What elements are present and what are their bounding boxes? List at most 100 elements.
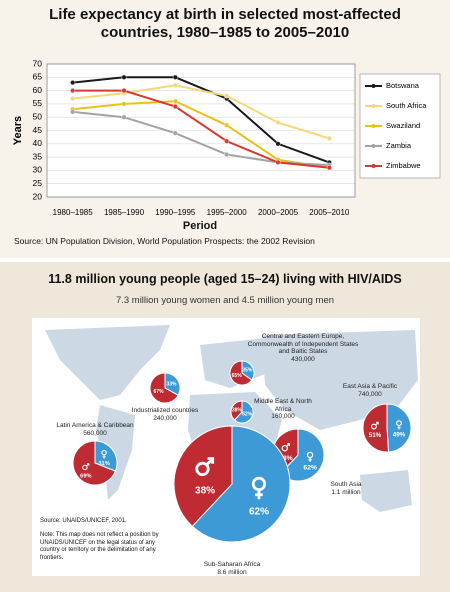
y-tick-label: 45 <box>33 125 43 135</box>
series-marker <box>275 141 281 147</box>
pie-value-label: 62% <box>303 464 317 471</box>
region-name: Latin America & Caribbean <box>56 422 134 429</box>
legend-label: Zimbabwe <box>386 161 421 170</box>
region-name: Middle East & North Africa <box>254 398 312 413</box>
pie-value-label: 62% <box>242 411 253 417</box>
region-label: Sub-Saharan Africa 8.6 million <box>177 561 287 576</box>
plot-frame <box>46 63 356 198</box>
region-label: East Asia & Pacific 740,000 <box>330 383 410 398</box>
region-name: Industrialized countries <box>131 407 199 414</box>
legend-label: Zambia <box>386 141 412 150</box>
series-marker <box>326 165 332 171</box>
region-total: 160,000 <box>271 413 295 420</box>
y-tick-label: 20 <box>33 191 43 201</box>
series-marker <box>172 104 178 110</box>
legend-label: Botswana <box>386 81 420 90</box>
y-tick-label: 60 <box>33 85 43 95</box>
map-title: 11.8 million young people (aged 15–24) l… <box>48 272 402 286</box>
pie-value-label: 49% <box>393 431 406 438</box>
series-line <box>72 84 330 140</box>
series-marker <box>121 101 127 107</box>
icon-arrow <box>376 421 379 425</box>
series-marker <box>172 74 178 80</box>
y-tick-label: 30 <box>33 165 43 175</box>
series-marker <box>70 80 76 86</box>
pie-value-label: 65% <box>232 373 243 379</box>
y-tick-label: 55 <box>33 98 43 108</box>
pie-value-label: 31% <box>98 461 109 467</box>
icon-ring <box>195 461 210 477</box>
series-marker <box>121 88 127 94</box>
pie-slice <box>94 440 118 472</box>
legend-marker <box>371 84 376 88</box>
series-marker <box>121 114 127 120</box>
map-source: Source: UNAIDS/UNICEF, 2001. <box>40 518 127 524</box>
y-tick-label: 25 <box>33 178 43 188</box>
legend-marker <box>371 104 376 108</box>
y-tick-label: 40 <box>33 138 43 148</box>
female-icon <box>251 476 267 500</box>
pie-slice <box>230 400 243 421</box>
series-marker <box>224 138 230 144</box>
series-line <box>72 100 330 169</box>
y-tick-label: 50 <box>33 111 43 121</box>
y-tick-label: 65 <box>33 72 43 82</box>
australia <box>360 470 412 512</box>
series-marker <box>172 98 178 104</box>
x-tick-label: 1995–2000 <box>207 208 248 217</box>
region-name: Sub-Saharan Africa <box>203 561 261 568</box>
pie-value-label: 35% <box>242 368 253 374</box>
series-marker <box>275 159 281 165</box>
pie-value-label: 51% <box>369 432 382 439</box>
x-axis-label: Period <box>182 220 218 232</box>
region-label: South Asia 1.1 million <box>316 481 376 496</box>
male-icon <box>281 443 290 452</box>
series-marker <box>70 109 76 115</box>
region-total: 560,000 <box>83 429 107 437</box>
legend-label: Swaziland <box>386 121 420 130</box>
region-label: Industrialized countries 240,000 <box>130 407 200 422</box>
female-icon <box>396 420 402 430</box>
series-marker <box>70 88 76 94</box>
icon-ring <box>370 423 377 430</box>
region-total: 740,000 <box>358 390 382 398</box>
y-tick-label: 70 <box>33 58 43 68</box>
pie-value-label: 38% <box>232 407 243 413</box>
pie-slice <box>72 440 117 486</box>
male-icon <box>370 421 379 430</box>
series-line <box>72 76 330 164</box>
icon-arrow <box>207 457 215 464</box>
legend-label: South Africa <box>386 101 427 110</box>
x-tick-label: 2005–2010 <box>309 208 350 217</box>
region-total: 430,000 <box>291 355 315 363</box>
region-label: Middle East & North Africa 160,000 <box>252 398 314 421</box>
pie-value-label: 38% <box>279 455 293 462</box>
x-tick-label: 2000–2005 <box>258 208 299 217</box>
pie-value-label: 33% <box>166 382 177 388</box>
legend-marker <box>371 144 376 148</box>
legend-marker <box>371 124 376 128</box>
male-icon <box>195 457 215 477</box>
series-marker <box>70 96 76 102</box>
series-marker <box>224 122 230 128</box>
region-total: 1.1 million <box>331 488 361 496</box>
pie-slice <box>241 360 255 381</box>
icon-ring <box>281 445 288 452</box>
series-marker <box>121 74 127 80</box>
region-name: Central and Eastern Europe, Commonwealth… <box>247 333 359 355</box>
series-marker <box>172 82 178 88</box>
pie-value-label: 38% <box>195 485 215 496</box>
y-tick-label: 35 <box>33 151 43 161</box>
x-tick-label: 1985–1990 <box>104 208 145 217</box>
region-label: Latin America & Caribbean 560,000 <box>40 422 150 437</box>
icon-ring <box>82 464 88 471</box>
series-marker <box>224 93 230 99</box>
series-marker <box>172 130 178 136</box>
y-axis-label: Years <box>12 116 24 145</box>
region-name: South Asia <box>330 481 362 488</box>
north-america <box>45 325 170 400</box>
female-icon <box>306 451 314 462</box>
pie-slice <box>191 425 291 543</box>
